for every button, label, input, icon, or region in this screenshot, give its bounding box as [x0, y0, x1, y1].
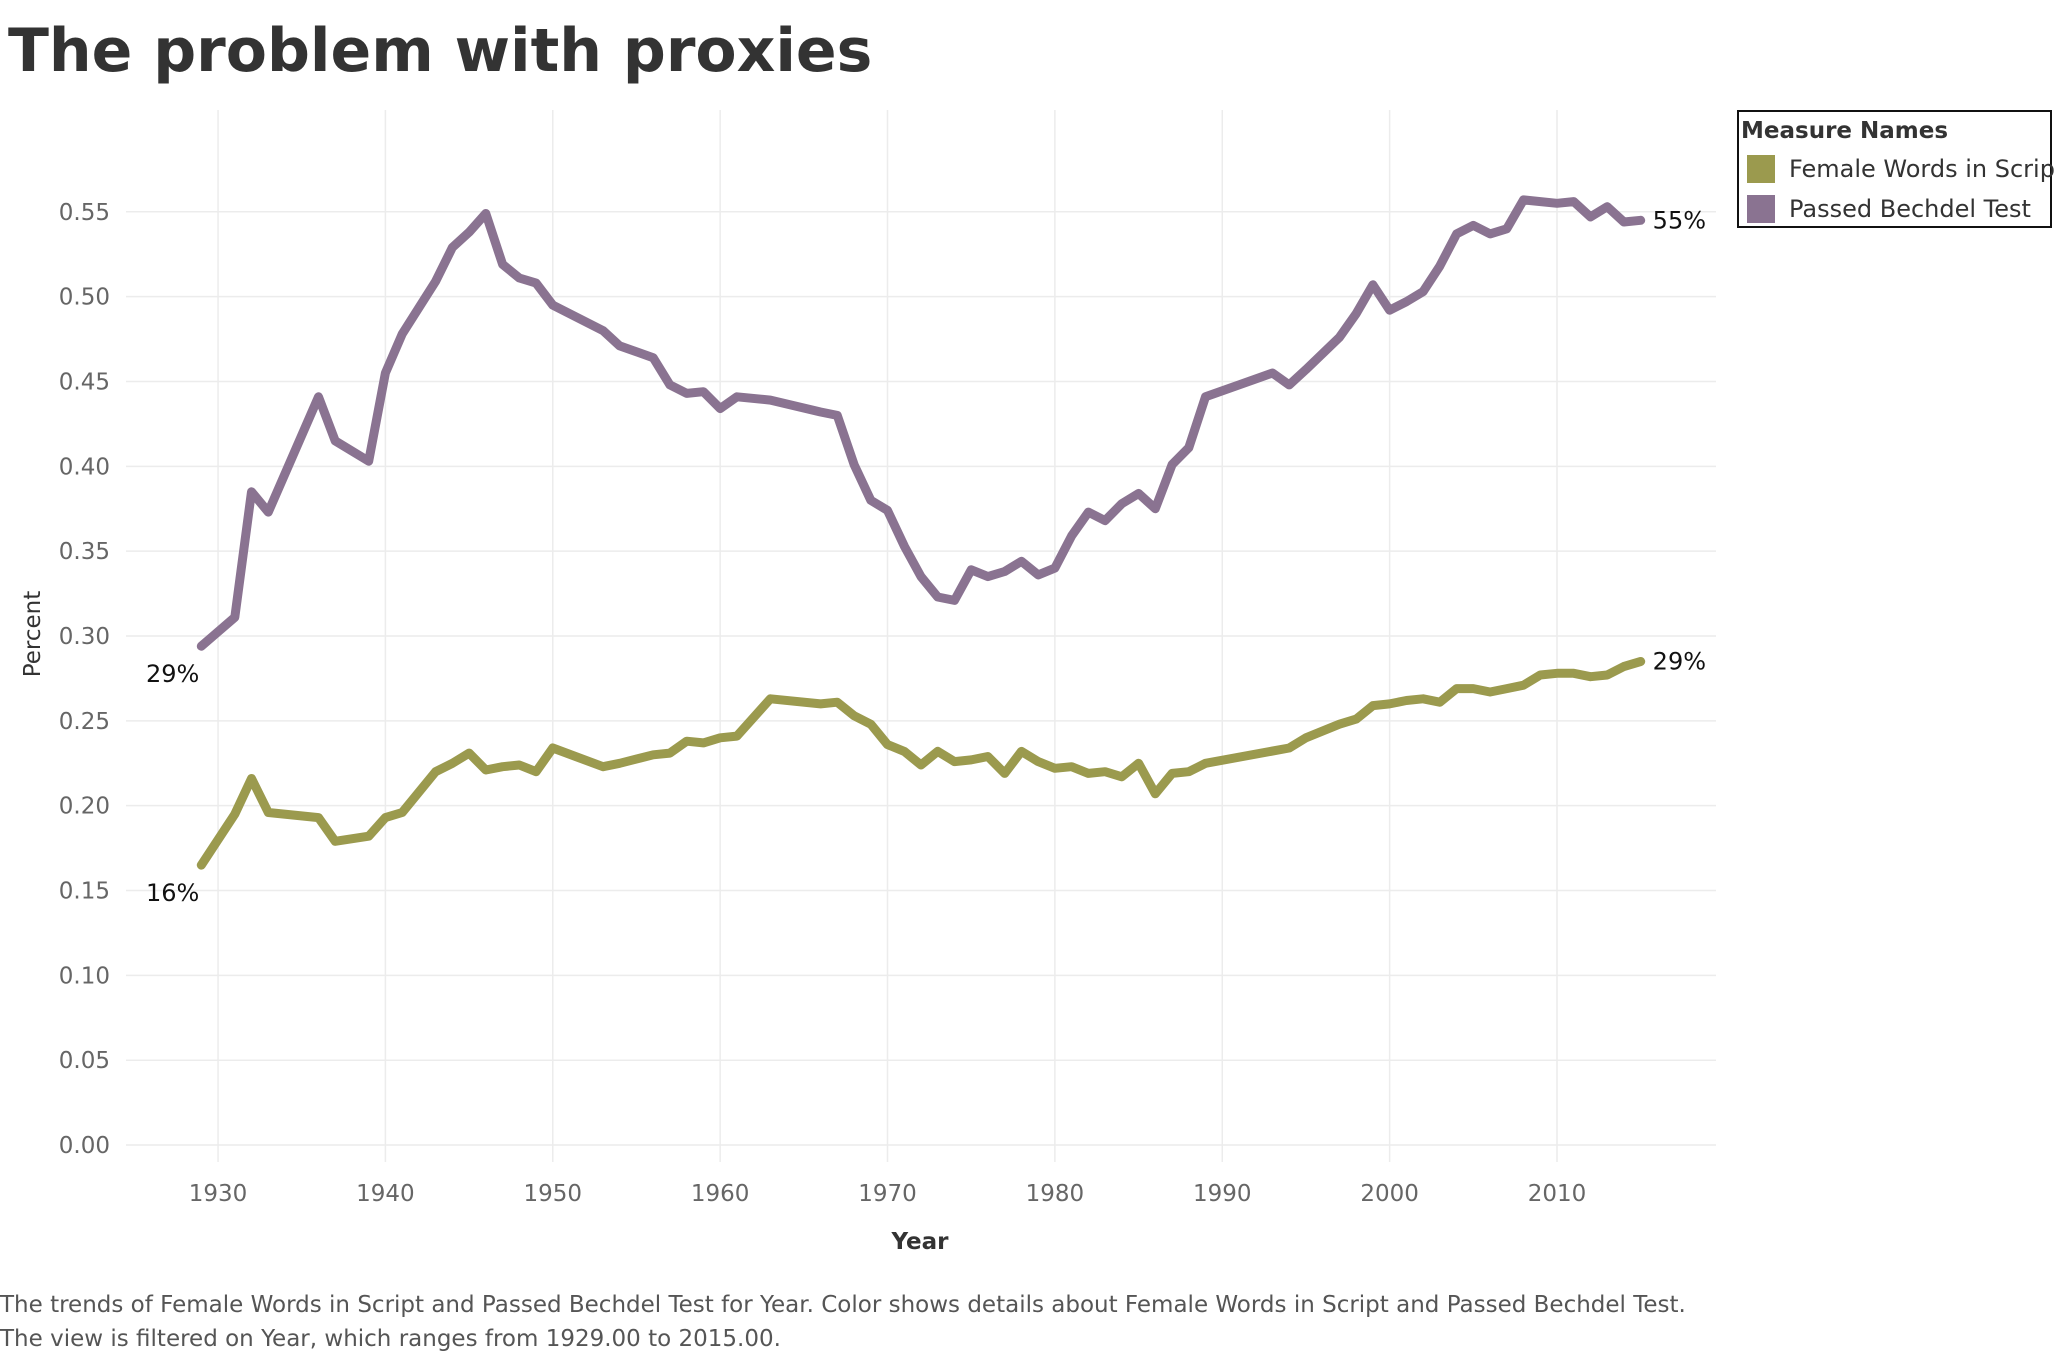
x-tick-label: 1930 — [189, 1181, 248, 1207]
legend-title: Measure Names — [1741, 118, 1949, 144]
y-tick-label: 0.45 — [59, 369, 110, 395]
y-tick-label: 0.35 — [59, 539, 110, 565]
x-tick-label: 1980 — [1026, 1181, 1085, 1207]
start-value-label: 29% — [146, 660, 199, 688]
x-tick-label: 1970 — [858, 1181, 917, 1207]
legend-swatch-female-words — [1747, 155, 1775, 183]
y-tick-label: 0.00 — [59, 1133, 110, 1159]
x-tick-label: 1990 — [1193, 1181, 1252, 1207]
x-tick-label: 2000 — [1360, 1181, 1419, 1207]
x-axis-title: Year — [890, 1229, 949, 1255]
series-line-1[interactable] — [196, 195, 1646, 651]
y-tick-label: 0.55 — [59, 200, 110, 226]
page-title: The problem with proxies — [8, 16, 873, 86]
grid-lines — [126, 110, 1716, 1162]
y-tick-label: 0.50 — [59, 285, 110, 311]
y-tick-label: 0.40 — [59, 454, 110, 480]
end-value-label: 29% — [1653, 647, 1706, 675]
legend-item-female-words[interactable]: Female Words in Script — [1747, 154, 2054, 184]
x-tick-label: 1940 — [356, 1181, 415, 1207]
series-lines — [196, 195, 1646, 870]
start-value-label: 16% — [146, 879, 199, 907]
x-tick-label: 1960 — [691, 1181, 750, 1207]
data-labels: 16% 29% 29% 55% — [146, 206, 1706, 907]
y-axis-title: Percent — [20, 591, 46, 678]
x-tick-label: 2010 — [1528, 1181, 1587, 1207]
y-tick-label: 0.10 — [59, 963, 110, 989]
axes: 0.00 0.05 0.10 0.15 0.20 0.25 0.30 0.35 0.40 0.45… — [59, 200, 1586, 1207]
y-tick-label: 0.05 — [59, 1048, 110, 1074]
y-tick-label: 0.20 — [59, 794, 110, 820]
legend-swatch-passed-bechdel — [1747, 195, 1775, 223]
end-value-label: 55% — [1653, 206, 1706, 234]
y-tick-label: 0.15 — [59, 879, 110, 905]
series-line-0[interactable] — [196, 657, 1646, 870]
y-tick-label: 0.30 — [59, 624, 110, 650]
y-tick-label: 0.25 — [59, 709, 110, 735]
legend: Measure Names Female Words in Script Pas… — [1737, 110, 2054, 228]
chart-caption: The trends of Female Words in Script and… — [0, 1292, 1686, 1352]
x-tick-label: 1950 — [524, 1181, 583, 1207]
legend-item-passed-bechdel[interactable]: Passed Bechdel Test — [1747, 194, 2031, 224]
legend-label-passed-bechdel: Passed Bechdel Test — [1789, 195, 2031, 223]
legend-label-female-words: Female Words in Script — [1789, 155, 2054, 183]
